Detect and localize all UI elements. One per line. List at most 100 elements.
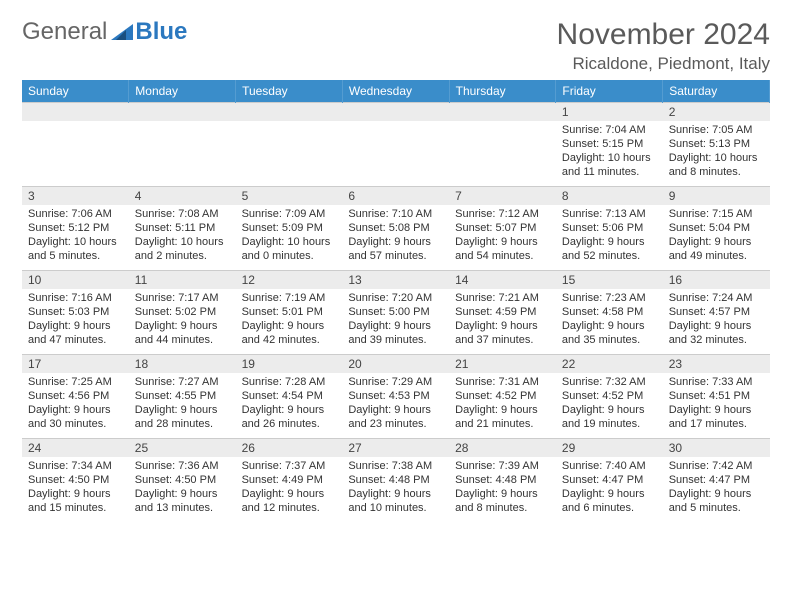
daylight-line: Daylight: 9 hours and 44 minutes. xyxy=(135,319,230,347)
sunset-line: Sunset: 5:06 PM xyxy=(562,221,657,235)
day-number: 29 xyxy=(556,439,663,457)
sunset-line: Sunset: 4:49 PM xyxy=(242,473,337,487)
daylight-line: Daylight: 10 hours and 5 minutes. xyxy=(28,235,123,263)
day-number: 16 xyxy=(663,271,770,289)
daylight-line: Daylight: 9 hours and 23 minutes. xyxy=(348,403,443,431)
calendar-day-cell: 13Sunrise: 7:20 AMSunset: 5:00 PMDayligh… xyxy=(342,271,449,355)
brand-word-general: General xyxy=(22,18,107,46)
daylight-line: Daylight: 9 hours and 57 minutes. xyxy=(348,235,443,263)
calendar-day-cell: 29Sunrise: 7:40 AMSunset: 4:47 PMDayligh… xyxy=(556,439,663,523)
daylight-line: Daylight: 9 hours and 15 minutes. xyxy=(28,487,123,515)
day-details: Sunrise: 7:06 AMSunset: 5:12 PMDaylight:… xyxy=(22,205,129,267)
sunset-line: Sunset: 4:56 PM xyxy=(28,389,123,403)
sunset-line: Sunset: 5:00 PM xyxy=(348,305,443,319)
calendar-day-cell: 2Sunrise: 7:05 AMSunset: 5:13 PMDaylight… xyxy=(663,103,770,187)
calendar-day-cell: 19Sunrise: 7:28 AMSunset: 4:54 PMDayligh… xyxy=(236,355,343,439)
daylight-line: Daylight: 9 hours and 35 minutes. xyxy=(562,319,657,347)
calendar-day-cell: 4Sunrise: 7:08 AMSunset: 5:11 PMDaylight… xyxy=(129,187,236,271)
sunset-line: Sunset: 4:59 PM xyxy=(455,305,550,319)
day-header: Wednesday xyxy=(342,80,449,103)
brand-word-blue: Blue xyxy=(135,18,187,46)
sunset-line: Sunset: 4:47 PM xyxy=(669,473,764,487)
daylight-line: Daylight: 10 hours and 2 minutes. xyxy=(135,235,230,263)
calendar-day-cell: 12Sunrise: 7:19 AMSunset: 5:01 PMDayligh… xyxy=(236,271,343,355)
calendar-header-row: SundayMondayTuesdayWednesdayThursdayFrid… xyxy=(22,80,770,103)
day-details: Sunrise: 7:29 AMSunset: 4:53 PMDaylight:… xyxy=(342,373,449,435)
sunrise-line: Sunrise: 7:24 AM xyxy=(669,291,764,305)
calendar-day-cell: 23Sunrise: 7:33 AMSunset: 4:51 PMDayligh… xyxy=(663,355,770,439)
brand-logo: General Blue xyxy=(22,18,187,46)
day-number: 6 xyxy=(342,187,449,205)
sunset-line: Sunset: 5:09 PM xyxy=(242,221,337,235)
day-number: 15 xyxy=(556,271,663,289)
calendar-day-cell: 22Sunrise: 7:32 AMSunset: 4:52 PMDayligh… xyxy=(556,355,663,439)
daylight-line: Daylight: 9 hours and 39 minutes. xyxy=(348,319,443,347)
day-header: Saturday xyxy=(663,80,770,103)
day-details: Sunrise: 7:09 AMSunset: 5:09 PMDaylight:… xyxy=(236,205,343,267)
brand-triangle-icon xyxy=(111,22,133,42)
day-number: 27 xyxy=(342,439,449,457)
calendar-day-cell: 24Sunrise: 7:34 AMSunset: 4:50 PMDayligh… xyxy=(22,439,129,523)
calendar-table: SundayMondayTuesdayWednesdayThursdayFrid… xyxy=(22,80,770,523)
day-details: Sunrise: 7:34 AMSunset: 4:50 PMDaylight:… xyxy=(22,457,129,519)
day-number: 18 xyxy=(129,355,236,373)
calendar-day-cell: 8Sunrise: 7:13 AMSunset: 5:06 PMDaylight… xyxy=(556,187,663,271)
calendar-week-row: 10Sunrise: 7:16 AMSunset: 5:03 PMDayligh… xyxy=(22,271,770,355)
sunrise-line: Sunrise: 7:16 AM xyxy=(28,291,123,305)
calendar-week-row: 24Sunrise: 7:34 AMSunset: 4:50 PMDayligh… xyxy=(22,439,770,523)
sunrise-line: Sunrise: 7:17 AM xyxy=(135,291,230,305)
calendar-day-cell: 5Sunrise: 7:09 AMSunset: 5:09 PMDaylight… xyxy=(236,187,343,271)
sunrise-line: Sunrise: 7:15 AM xyxy=(669,207,764,221)
sunset-line: Sunset: 4:47 PM xyxy=(562,473,657,487)
sunrise-line: Sunrise: 7:40 AM xyxy=(562,459,657,473)
day-number: 19 xyxy=(236,355,343,373)
daylight-line: Daylight: 10 hours and 11 minutes. xyxy=(562,151,657,179)
month-title: November 2024 xyxy=(557,18,770,52)
sunset-line: Sunset: 5:12 PM xyxy=(28,221,123,235)
day-details: Sunrise: 7:04 AMSunset: 5:15 PMDaylight:… xyxy=(556,121,663,183)
sunrise-line: Sunrise: 7:13 AM xyxy=(562,207,657,221)
blank-day-header xyxy=(236,103,343,121)
calendar-day-cell: 26Sunrise: 7:37 AMSunset: 4:49 PMDayligh… xyxy=(236,439,343,523)
day-details: Sunrise: 7:32 AMSunset: 4:52 PMDaylight:… xyxy=(556,373,663,435)
day-details: Sunrise: 7:23 AMSunset: 4:58 PMDaylight:… xyxy=(556,289,663,351)
day-details: Sunrise: 7:10 AMSunset: 5:08 PMDaylight:… xyxy=(342,205,449,267)
daylight-line: Daylight: 9 hours and 47 minutes. xyxy=(28,319,123,347)
day-details: Sunrise: 7:15 AMSunset: 5:04 PMDaylight:… xyxy=(663,205,770,267)
calendar-day-cell: 15Sunrise: 7:23 AMSunset: 4:58 PMDayligh… xyxy=(556,271,663,355)
daylight-line: Daylight: 9 hours and 10 minutes. xyxy=(348,487,443,515)
calendar-day-cell xyxy=(236,103,343,187)
sunset-line: Sunset: 4:50 PM xyxy=(28,473,123,487)
sunset-line: Sunset: 4:51 PM xyxy=(669,389,764,403)
sunrise-line: Sunrise: 7:33 AM xyxy=(669,375,764,389)
daylight-line: Daylight: 9 hours and 52 minutes. xyxy=(562,235,657,263)
day-details: Sunrise: 7:20 AMSunset: 5:00 PMDaylight:… xyxy=(342,289,449,351)
day-details: Sunrise: 7:36 AMSunset: 4:50 PMDaylight:… xyxy=(129,457,236,519)
calendar-day-cell: 30Sunrise: 7:42 AMSunset: 4:47 PMDayligh… xyxy=(663,439,770,523)
day-details: Sunrise: 7:38 AMSunset: 4:48 PMDaylight:… xyxy=(342,457,449,519)
calendar-day-cell: 9Sunrise: 7:15 AMSunset: 5:04 PMDaylight… xyxy=(663,187,770,271)
calendar-day-cell xyxy=(22,103,129,187)
sunset-line: Sunset: 5:02 PM xyxy=(135,305,230,319)
day-details: Sunrise: 7:21 AMSunset: 4:59 PMDaylight:… xyxy=(449,289,556,351)
sunset-line: Sunset: 4:58 PM xyxy=(562,305,657,319)
sunrise-line: Sunrise: 7:39 AM xyxy=(455,459,550,473)
blank-day-header xyxy=(342,103,449,121)
sunrise-line: Sunrise: 7:29 AM xyxy=(348,375,443,389)
sunset-line: Sunset: 5:15 PM xyxy=(562,137,657,151)
sunset-line: Sunset: 5:04 PM xyxy=(669,221,764,235)
calendar-day-cell xyxy=(129,103,236,187)
day-number: 4 xyxy=(129,187,236,205)
page-header: General Blue November 2024 Ricaldone, Pi… xyxy=(22,18,770,74)
sunset-line: Sunset: 5:01 PM xyxy=(242,305,337,319)
calendar-week-row: 17Sunrise: 7:25 AMSunset: 4:56 PMDayligh… xyxy=(22,355,770,439)
sunrise-line: Sunrise: 7:36 AM xyxy=(135,459,230,473)
day-number: 7 xyxy=(449,187,556,205)
daylight-line: Daylight: 10 hours and 0 minutes. xyxy=(242,235,337,263)
day-details: Sunrise: 7:28 AMSunset: 4:54 PMDaylight:… xyxy=(236,373,343,435)
daylight-line: Daylight: 9 hours and 19 minutes. xyxy=(562,403,657,431)
day-number: 9 xyxy=(663,187,770,205)
sunset-line: Sunset: 5:07 PM xyxy=(455,221,550,235)
daylight-line: Daylight: 9 hours and 42 minutes. xyxy=(242,319,337,347)
calendar-day-cell xyxy=(342,103,449,187)
